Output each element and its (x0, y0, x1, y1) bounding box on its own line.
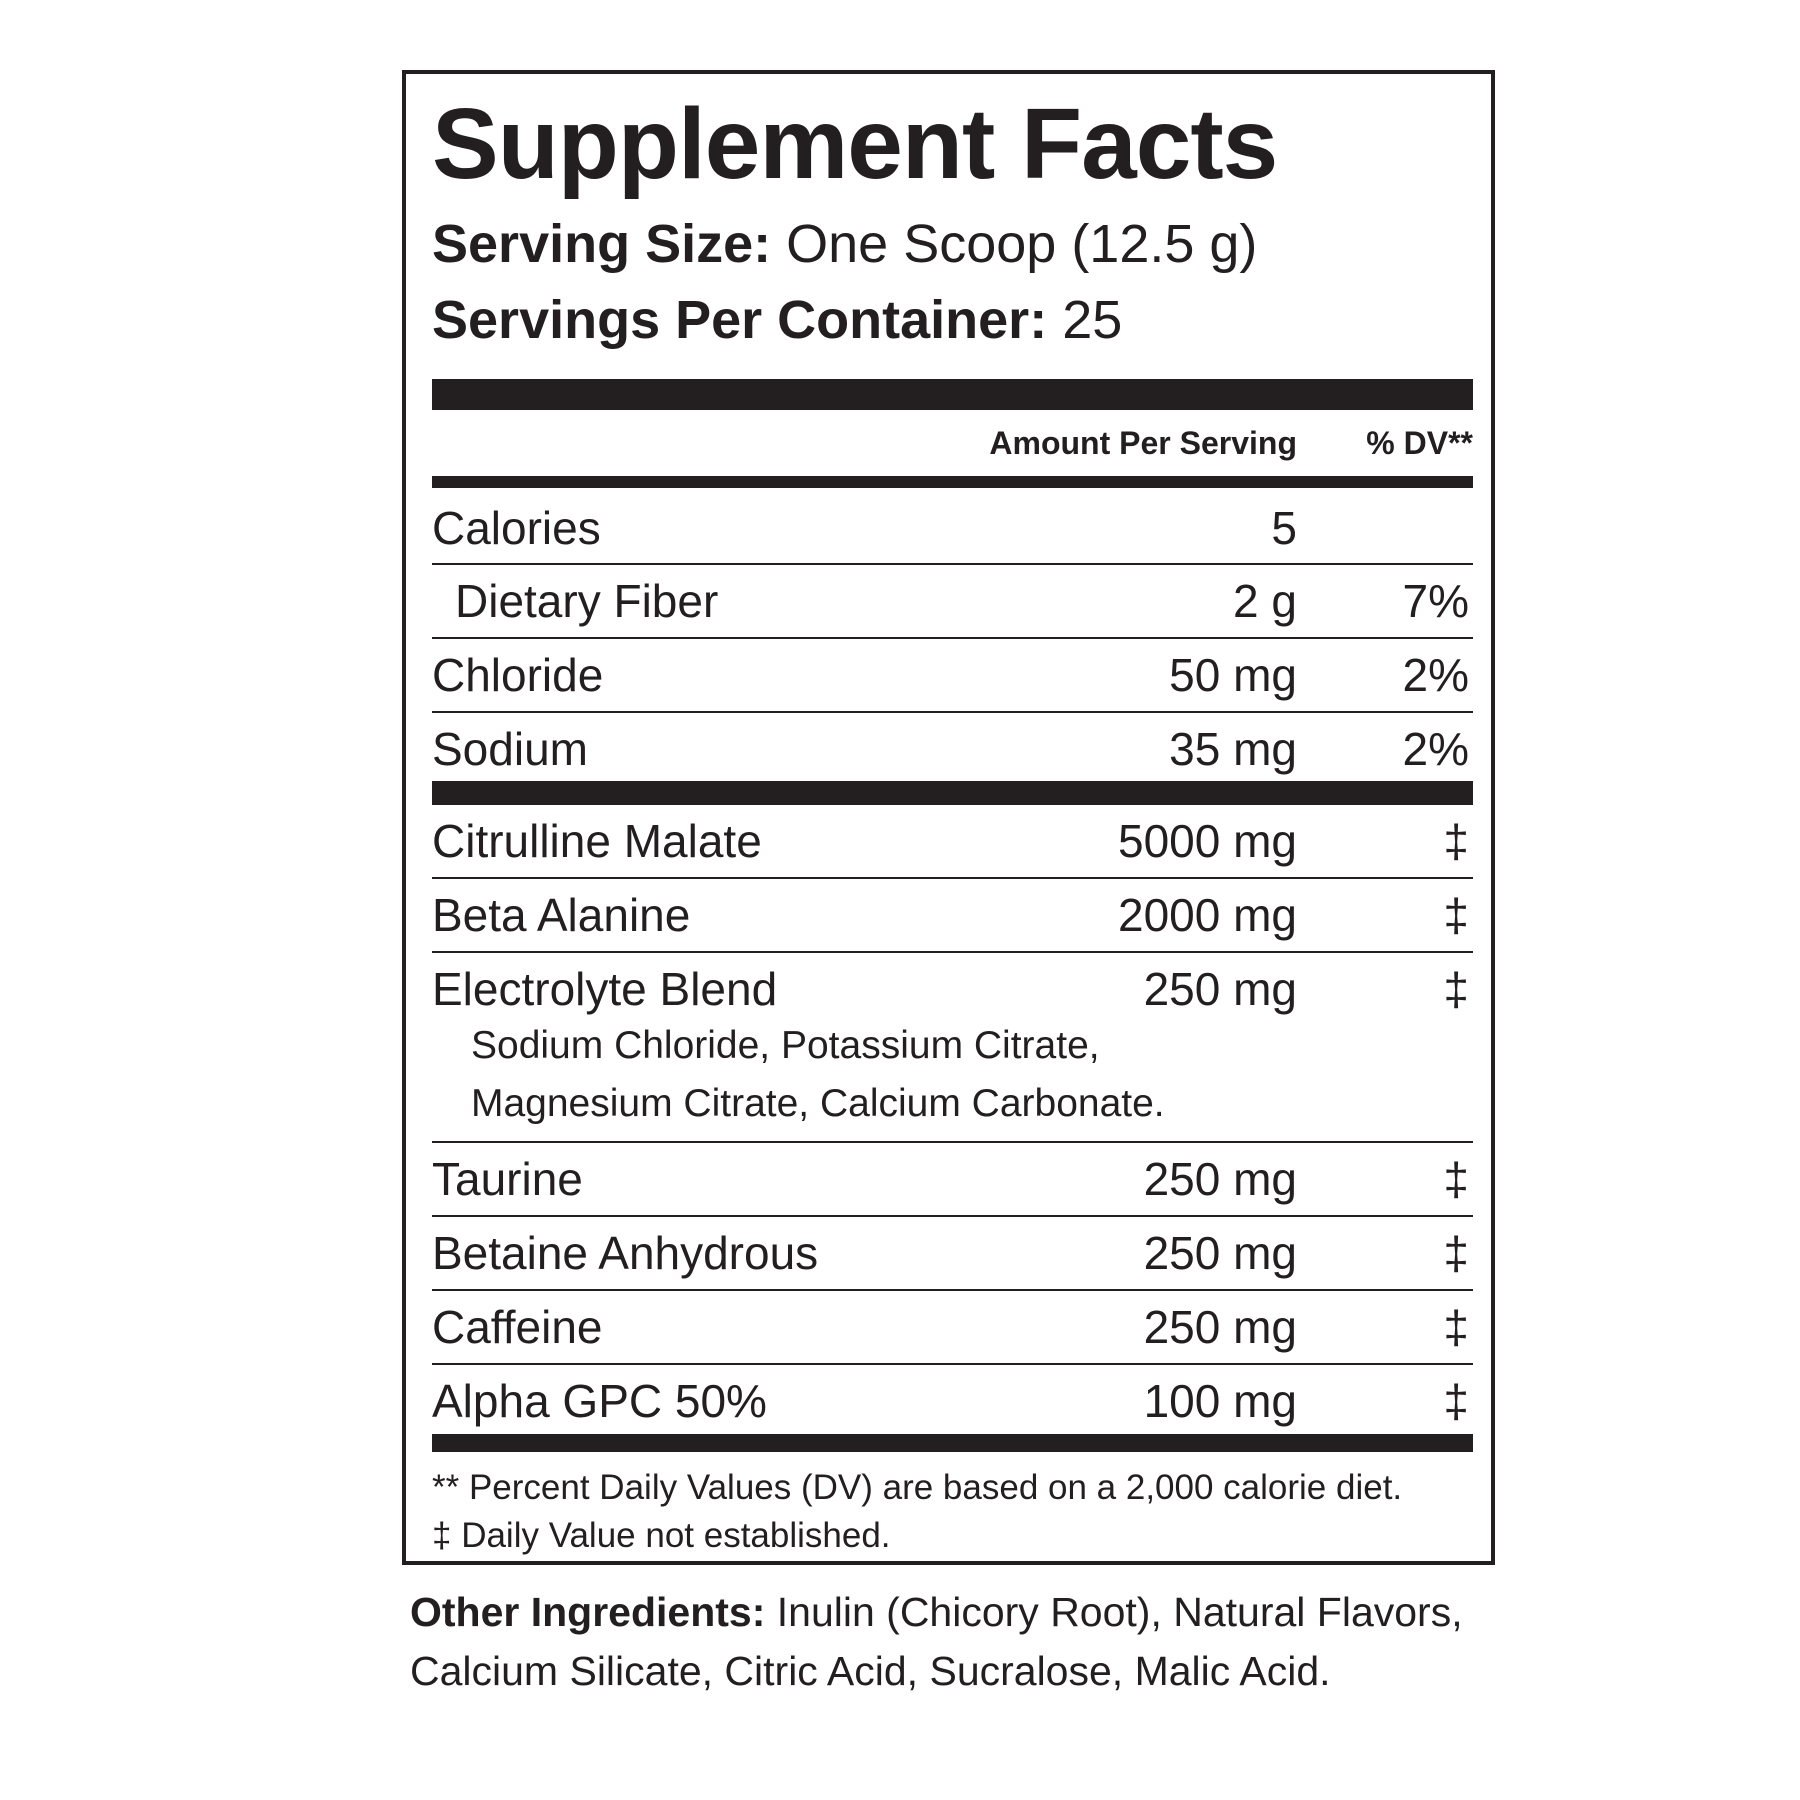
ingredient-row: Beta Alanine 2000 mg ‡ (432, 879, 1473, 953)
dv-header: % DV** (1366, 425, 1473, 461)
ingredient-row: Alpha GPC 50% 100 mg ‡ (432, 1375, 1469, 1427)
nutrient-row: Sodium 35 mg 2% (432, 723, 1469, 775)
ingredient-row: Taurine 250 mg ‡ (432, 1143, 1473, 1217)
divider-thick (432, 1434, 1473, 1452)
nutrient-row: Chloride 50 mg 2% (432, 639, 1473, 713)
ingredient-row: Citrulline Malate 5000 mg ‡ (432, 805, 1473, 879)
serving-size: Serving Size: One Scoop (12.5 g) (432, 214, 1258, 274)
nutrient-row: Calories 5 (432, 488, 1473, 565)
divider-medium (432, 476, 1473, 488)
ingredient-row-blend: Electrolyte Blend 250 mg ‡ Sodium Chloride… (432, 953, 1473, 1143)
panel-title: Supplement Facts (432, 88, 1278, 200)
nutrient-row: Dietary Fiber 2 g 7% (432, 565, 1473, 639)
servings-per-container: Servings Per Container: 25 (432, 290, 1123, 350)
divider-thick (432, 781, 1473, 805)
blend-components: Sodium Chloride, Potassium Citrate, Magn… (471, 1024, 1165, 1125)
column-header: Amount Per Serving % DV** (432, 410, 1473, 476)
supplement-facts-panel: Supplement Facts Serving Size: One Scoop… (402, 70, 1495, 1565)
other-ingredients: Other Ingredients: Inulin (Chicory Root)… (410, 1589, 1463, 1694)
ingredient-row: Caffeine 250 mg ‡ (432, 1291, 1473, 1365)
footnotes: ** Percent Daily Values (DV) are based o… (432, 1468, 1403, 1555)
ingredient-row: Betaine Anhydrous 250 mg ‡ (432, 1217, 1473, 1291)
divider-thick (432, 379, 1473, 410)
amount-header: Amount Per Serving (989, 425, 1297, 461)
